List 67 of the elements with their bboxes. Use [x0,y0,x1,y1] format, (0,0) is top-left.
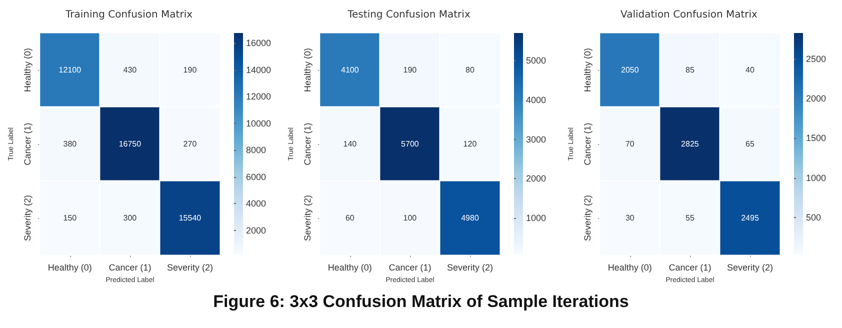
color-bar-label: 2500 [806,54,826,64]
y-tick-label: Cancer (1) [302,122,312,166]
color-bar-label: 6000 [246,172,266,182]
y-tick-label: Severity (2) [22,194,32,242]
data-label: 270 [183,140,198,148]
data-label: 85 [685,66,695,74]
color-bar-label: 1000 [526,213,546,223]
color-bar-label: 14000 [246,64,272,75]
chart-title: Training Confusion Matrix [64,10,193,20]
color-bar-label: 4000 [526,94,546,105]
color-bar-label: 2000 [246,225,266,236]
x-tick-label: Severity (2) [446,262,493,272]
data-label: 80 [466,66,475,74]
data-label: 4980 [461,214,480,222]
data-label: 70 [625,140,635,148]
color-bar-label: 16000 [246,38,272,48]
data-label: 100 [403,214,418,222]
data-label: 140 [343,140,358,148]
data-label: 4100 [341,66,360,74]
y-tick-label: Severity (2) [582,194,592,242]
color-bar-label: 5000 [526,56,546,66]
x-tick-label: Severity (2) [166,262,213,272]
data-label: 430 [123,66,138,74]
data-label: 120 [463,140,478,148]
x-tick-label: Healthy (0) [48,262,92,272]
data-label: 16750 [118,140,142,148]
color-bar-label: 500 [806,212,822,223]
data-label: 40 [746,66,755,74]
data-label: 2825 [681,140,700,148]
data-label: 30 [625,214,635,222]
data-label: 2495 [741,214,760,222]
color-bar-label: 2000 [526,174,546,184]
color-bar-label: 8000 [246,145,266,156]
color-bar-label: 4000 [246,198,266,209]
color-bar-label: 3000 [526,134,546,144]
x-tick-label: Healthy (0) [328,262,372,272]
data-label: 60 [345,214,355,222]
data-label: 65 [746,140,755,148]
data-label: 380 [63,140,78,148]
x-tick-label: Healthy (0) [608,262,652,272]
color-bar-label: 10000 [246,118,272,128]
color-bar-label: 1500 [806,133,826,144]
y-tick-label: Healthy (0) [582,48,592,92]
x-tick-label: Cancer (1) [108,262,152,272]
data-label: 12100 [58,66,82,74]
data-label: 2050 [621,66,640,74]
y-tick-label: Healthy (0) [302,48,312,92]
y-tick-label: Healthy (0) [22,48,32,92]
x-tick-label: Severity (2) [726,262,773,272]
x-tick-label: Cancer (1) [668,262,712,272]
chart-title: Validation Confusion Matrix [620,10,758,20]
data-label: 300 [123,214,138,222]
data-label: 190 [403,66,418,74]
data-label: 55 [685,214,695,222]
color-bar-label: 12000 [246,92,272,102]
data-label: 150 [63,214,78,222]
color-bar-label: 2000 [806,94,826,104]
x-tick-label: Cancer (1) [388,262,432,272]
data-label: 190 [183,66,198,74]
caption: Figure 6: 3x3 Confusion Matrix of Sample Iterations [212,292,630,312]
y-tick-label: Cancer (1) [582,122,592,166]
y-tick-label: Severity (2) [302,194,312,242]
chart-title: Testing Confusion Matrix [346,10,470,20]
data-label: 15540 [178,214,202,222]
color-bar-label: 1000 [806,172,826,183]
y-tick-label: Cancer (1) [22,122,32,166]
data-label: 5700 [401,140,420,148]
